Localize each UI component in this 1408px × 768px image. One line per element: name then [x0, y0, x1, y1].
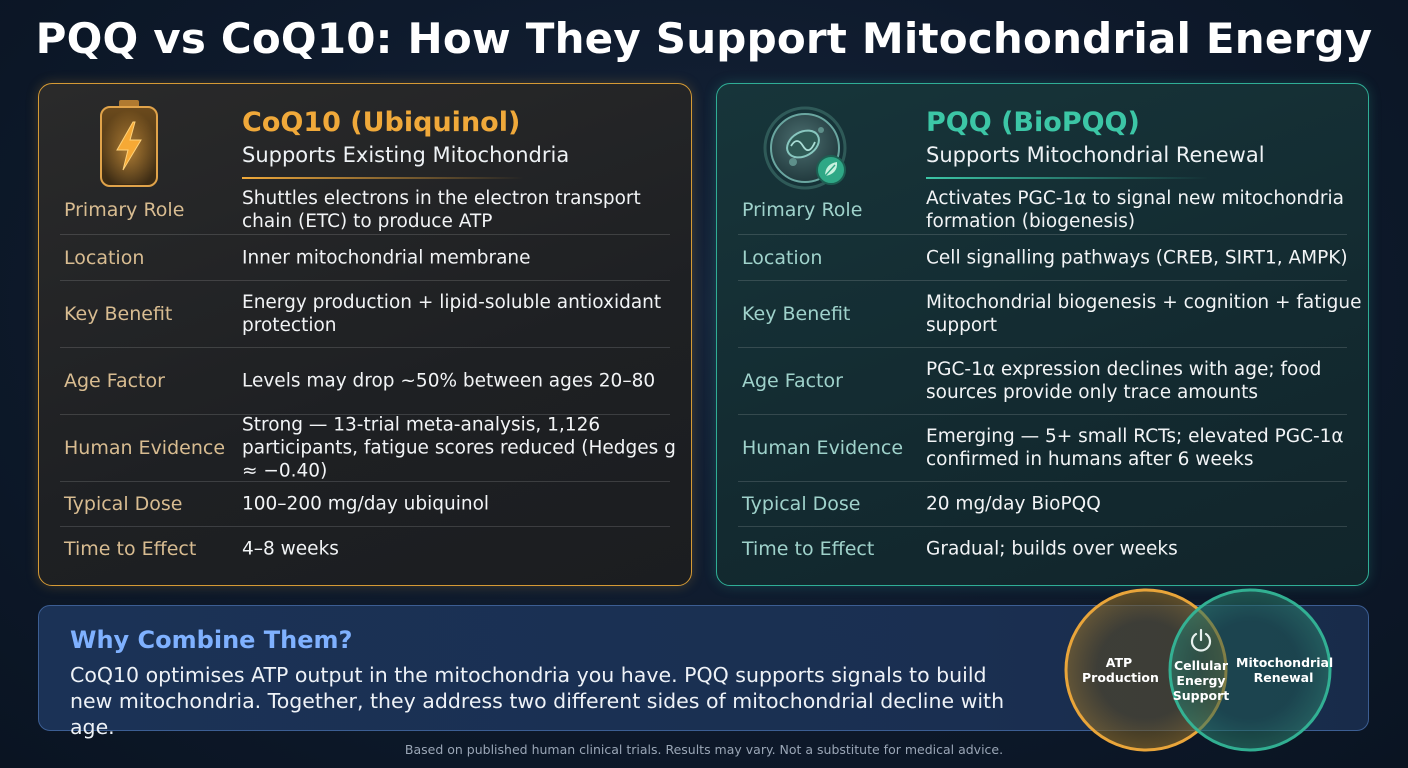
row-label: Typical Dose	[64, 493, 183, 515]
venn-circle-renewal	[1168, 588, 1332, 752]
table-row: Location Inner mitochondrial membrane	[60, 235, 670, 281]
pqq-accent-line	[926, 177, 1208, 179]
pqq-table: Primary Role Activates PGC-1α to signal …	[738, 185, 1361, 571]
row-label: Typical Dose	[742, 493, 861, 515]
row-value: 20 mg/day BioPQQ	[926, 493, 1101, 515]
row-label: Key Benefit	[742, 303, 851, 325]
row-label: Primary Role	[64, 198, 185, 221]
pqq-card: PQQ (BioPQQ) Supports Mitochondrial Rene…	[716, 83, 1369, 586]
venn-label-center: Cellular Energy Support	[1172, 658, 1230, 703]
row-value: Strong — 13-trial meta-analysis, 1,126 p…	[242, 414, 676, 482]
combine-title: Why Combine Them?	[70, 626, 353, 654]
table-row: Typical Dose 20 mg/day BioPQQ	[738, 482, 1347, 527]
combine-text: CoQ10 optimises ATP output in the mitoch…	[70, 663, 1005, 739]
battery-bolt-icon	[97, 100, 161, 188]
row-value: Levels may drop ~50% between ages 20–80	[242, 370, 656, 392]
row-label: Location	[742, 246, 823, 269]
row-value: 100–200 mg/day ubiquinol	[242, 493, 490, 515]
cell-leaf-icon	[763, 106, 859, 190]
coq10-accent-line	[242, 177, 524, 179]
page-title: PQQ vs CoQ10: How They Support Mitochond…	[35, 14, 1373, 63]
row-value: PGC-1α expression declines with age; foo…	[926, 359, 1322, 403]
venn-diagram: ATP Production Cellular Energy Support M…	[1064, 582, 1344, 757]
coq10-table: Primary Role Shuttles electrons in the e…	[60, 185, 676, 571]
row-label: Human Evidence	[64, 437, 226, 459]
row-label: Location	[64, 246, 145, 269]
table-row: Primary Role Activates PGC-1α to signal …	[738, 185, 1347, 235]
pqq-title: PQQ (BioPQQ)	[926, 107, 1140, 138]
table-row: Time to Effect 4–8 weeks	[60, 527, 670, 571]
row-label: Primary Role	[742, 198, 863, 221]
row-value: Gradual; builds over weeks	[926, 538, 1178, 560]
venn-label-renewal: Mitochondrial Renewal	[1236, 655, 1334, 685]
coq10-title: CoQ10 (Ubiquinol)	[242, 107, 521, 138]
pqq-subtitle: Supports Mitochondrial Renewal	[926, 143, 1265, 167]
table-row: Key Benefit Mitochondrial biogenesis + c…	[738, 281, 1361, 348]
table-row: Primary Role Shuttles electrons in the e…	[60, 185, 670, 235]
table-row: Human Evidence Emerging — 5+ small RCTs;…	[738, 415, 1347, 482]
row-label: Time to Effect	[742, 538, 875, 560]
power-icon	[1188, 627, 1214, 653]
table-row: Human Evidence Strong — 13-trial meta-an…	[60, 415, 676, 482]
row-label: Age Factor	[742, 370, 843, 392]
table-row: Age Factor PGC-1α expression declines wi…	[738, 348, 1347, 415]
row-value: Emerging — 5+ small RCTs; elevated PGC-1…	[926, 426, 1344, 470]
row-value: Activates PGC-1α to signal new mitochond…	[926, 187, 1344, 232]
row-value: Inner mitochondrial membrane	[242, 247, 531, 268]
coq10-card: CoQ10 (Ubiquinol) Supports Existing Mito…	[38, 83, 692, 586]
row-label: Age Factor	[64, 370, 165, 392]
venn-label-atp: ATP Production	[1082, 655, 1159, 685]
row-value: Shuttles electrons in the electron trans…	[242, 187, 641, 232]
row-value: 4–8 weeks	[242, 538, 339, 560]
disclaimer-footer: Based on published human clinical trials…	[404, 742, 1004, 757]
row-value: Cell signalling pathways (CREB, SIRT1, A…	[926, 247, 1348, 268]
coq10-subtitle: Supports Existing Mitochondria	[242, 143, 570, 167]
table-row: Location Cell signalling pathways (CREB,…	[738, 235, 1348, 281]
table-row: Typical Dose 100–200 mg/day ubiquinol	[60, 482, 670, 527]
row-value: Mitochondrial biogenesis + cognition + f…	[926, 292, 1362, 336]
row-label: Time to Effect	[64, 538, 197, 560]
table-row: Age Factor Levels may drop ~50% between …	[60, 348, 670, 415]
table-row: Key Benefit Energy production + lipid-so…	[60, 281, 670, 348]
row-label: Key Benefit	[64, 303, 173, 325]
row-label: Human Evidence	[742, 437, 904, 459]
table-row: Time to Effect Gradual; builds over week…	[738, 527, 1347, 571]
row-value: Energy production + lipid-soluble antiox…	[242, 292, 662, 336]
